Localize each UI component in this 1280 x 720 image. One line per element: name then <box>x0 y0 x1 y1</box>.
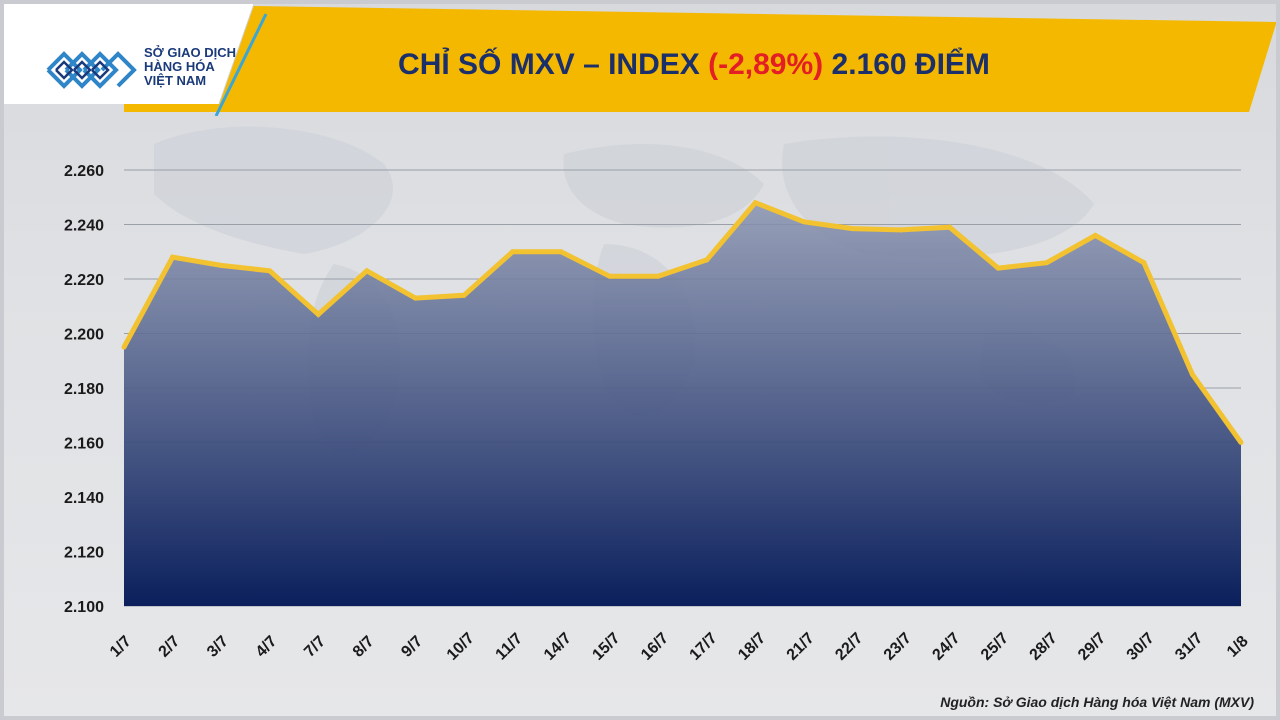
data-point <box>752 200 758 206</box>
y-tick-label: 2.220 <box>64 272 104 289</box>
x-tick-label: 2/7 <box>156 633 184 661</box>
data-point <box>995 265 1001 271</box>
data-point <box>1189 371 1195 377</box>
data-point <box>170 254 176 260</box>
chart-frame: SỞ GIAO DỊCH HÀNG HÓA VIỆT NAM CHỈ SỐ MX… <box>4 4 1276 716</box>
y-tick-label: 2.260 <box>64 163 104 180</box>
data-point <box>461 292 467 298</box>
title-change: (-2,89%) <box>708 48 824 81</box>
area-fill <box>124 202 1241 606</box>
x-tick-label: 4/7 <box>253 633 281 661</box>
x-tick-label: 25/7 <box>978 630 1012 664</box>
y-axis-ticks: 2.100 2.120 2.140 2.160 2.180 2.200 2.220 2.240… <box>64 163 104 616</box>
x-tick-label: 29/7 <box>1075 630 1109 664</box>
series-line-path <box>121 199 1244 444</box>
x-tick-label: 1/7 <box>107 633 135 661</box>
data-point <box>1238 440 1244 445</box>
data-point <box>1141 260 1147 266</box>
series-line <box>121 199 1244 445</box>
header-band <box>4 4 1276 116</box>
data-point <box>1044 260 1050 266</box>
y-tick-label: 2.140 <box>64 490 104 507</box>
x-tick-label: 8/7 <box>350 633 378 661</box>
data-point <box>704 257 710 263</box>
data-point <box>121 344 127 350</box>
x-tick-label: 14/7 <box>541 630 575 664</box>
x-tick-label: 7/7 <box>301 633 329 661</box>
x-tick-label: 1/8 <box>1224 633 1252 661</box>
logo-divider <box>214 13 268 116</box>
data-point <box>849 226 855 232</box>
title-suffix: 2.160 ĐIỂM <box>831 48 990 81</box>
data-point <box>315 311 321 317</box>
y-tick-label: 2.240 <box>64 218 104 235</box>
y-tick-label: 2.120 <box>64 545 104 562</box>
x-tick-label: 10/7 <box>444 630 478 664</box>
source-note: Nguồn: Sở Giao dịch Hàng hóa Việt Nam (M… <box>940 694 1254 710</box>
logo-line-1: SỞ GIAO DỊCH <box>144 45 236 60</box>
y-tick-label: 2.100 <box>64 599 104 616</box>
data-point <box>558 249 564 255</box>
mxv-logo-icon <box>46 51 137 89</box>
data-point <box>655 273 661 279</box>
data-point <box>1092 232 1098 238</box>
x-tick-label: 22/7 <box>832 630 866 664</box>
data-point <box>510 249 516 255</box>
y-tick-label: 2.160 <box>64 436 104 453</box>
data-point <box>947 224 953 230</box>
x-tick-label: 23/7 <box>881 630 915 664</box>
x-tick-label: 11/7 <box>493 630 526 663</box>
data-point <box>898 227 904 233</box>
x-tick-label: 24/7 <box>929 630 963 664</box>
data-point <box>267 268 273 274</box>
title-banner <box>124 4 1276 112</box>
logo-panel <box>4 4 254 104</box>
x-tick-label: 17/7 <box>687 630 721 664</box>
title-prefix: CHỈ SỐ MXV – INDEX <box>398 48 700 81</box>
data-point <box>218 262 224 268</box>
x-tick-label: 31/7 <box>1172 630 1206 664</box>
logo-line-2: HÀNG HÓA <box>144 59 215 74</box>
x-tick-label: 9/7 <box>398 633 426 661</box>
x-tick-label: 16/7 <box>638 630 672 664</box>
logo-wordmark: SỞ GIAO DỊCH HÀNG HÓA VIỆT NAM <box>144 46 236 88</box>
x-tick-label: 21/7 <box>784 630 818 664</box>
area-polygon <box>124 202 1241 606</box>
chart-title: CHỈ SỐ MXV – INDEX (-2,89%) 2.160 ĐIỂM <box>304 48 1084 82</box>
y-tick-label: 2.200 <box>64 327 104 344</box>
data-point <box>364 268 370 274</box>
x-tick-label: 18/7 <box>735 630 769 664</box>
data-point <box>412 295 418 301</box>
y-tick-label: 2.180 <box>64 381 104 398</box>
x-tick-label: 15/7 <box>589 630 623 664</box>
logo-line-3: VIỆT NAM <box>144 73 207 88</box>
x-axis-ticks: 1/7 2/7 3/7 4/7 7/7 8/7 9/7 10/7 11/7 14/7 15/7 16/… <box>107 630 1252 664</box>
data-point <box>607 273 613 279</box>
x-tick-label: 3/7 <box>204 633 232 661</box>
index-area-chart: 2.100 2.120 2.140 2.160 2.180 2.200 2.220 2.240… <box>64 163 1252 664</box>
x-tick-label: 30/7 <box>1124 630 1158 664</box>
data-point <box>801 219 807 225</box>
x-tick-label: 28/7 <box>1027 630 1061 664</box>
